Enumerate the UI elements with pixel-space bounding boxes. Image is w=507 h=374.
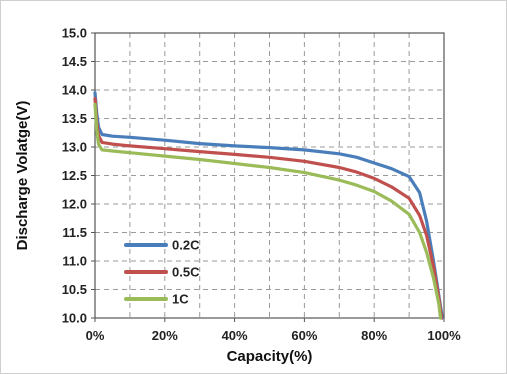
y-tick-label: 15.0 [62,26,87,41]
x-axis-title: Capacity(%) [227,348,313,365]
ticks-layer: 10.0 10.5 11.0 11.5 12.0 12.5 13.0 13.5 14.0 14.5… [62,26,461,344]
y-tick-label: 11.5 [62,225,87,240]
series-line-1c [93,102,443,320]
legend-label: 0.5C [172,265,200,280]
y-axis-title: Discharge Volatge(V) [14,101,31,251]
series-line-0-2c [93,91,444,320]
series-layer [93,91,444,320]
x-tick-label: 60% [291,328,317,343]
y-tick-label: 10.0 [62,311,87,326]
series-line-0-5c [93,97,444,320]
grid-layer [94,32,445,319]
y-tick-label: 12.0 [62,197,87,212]
x-tick-label: 0% [86,328,105,343]
y-tick-label: 11.0 [62,254,87,269]
y-tick-label: 14.0 [62,83,87,98]
y-tick-label: 13.5 [62,111,87,126]
y-tick-label: 10.5 [62,282,87,297]
legend: 0.2C 0.5C 1C [124,238,200,307]
legend-label: 0.2C [172,238,200,253]
y-tick-label: 14.5 [62,54,87,69]
x-tick-label: 20% [152,328,178,343]
x-tick-label: 100% [427,328,461,343]
legend-label: 1C [172,292,189,307]
x-tick-label: 40% [222,328,248,343]
x-tick-label: 80% [361,328,387,343]
y-tick-label: 12.5 [62,168,87,183]
y-tick-label: 13.0 [62,140,87,155]
